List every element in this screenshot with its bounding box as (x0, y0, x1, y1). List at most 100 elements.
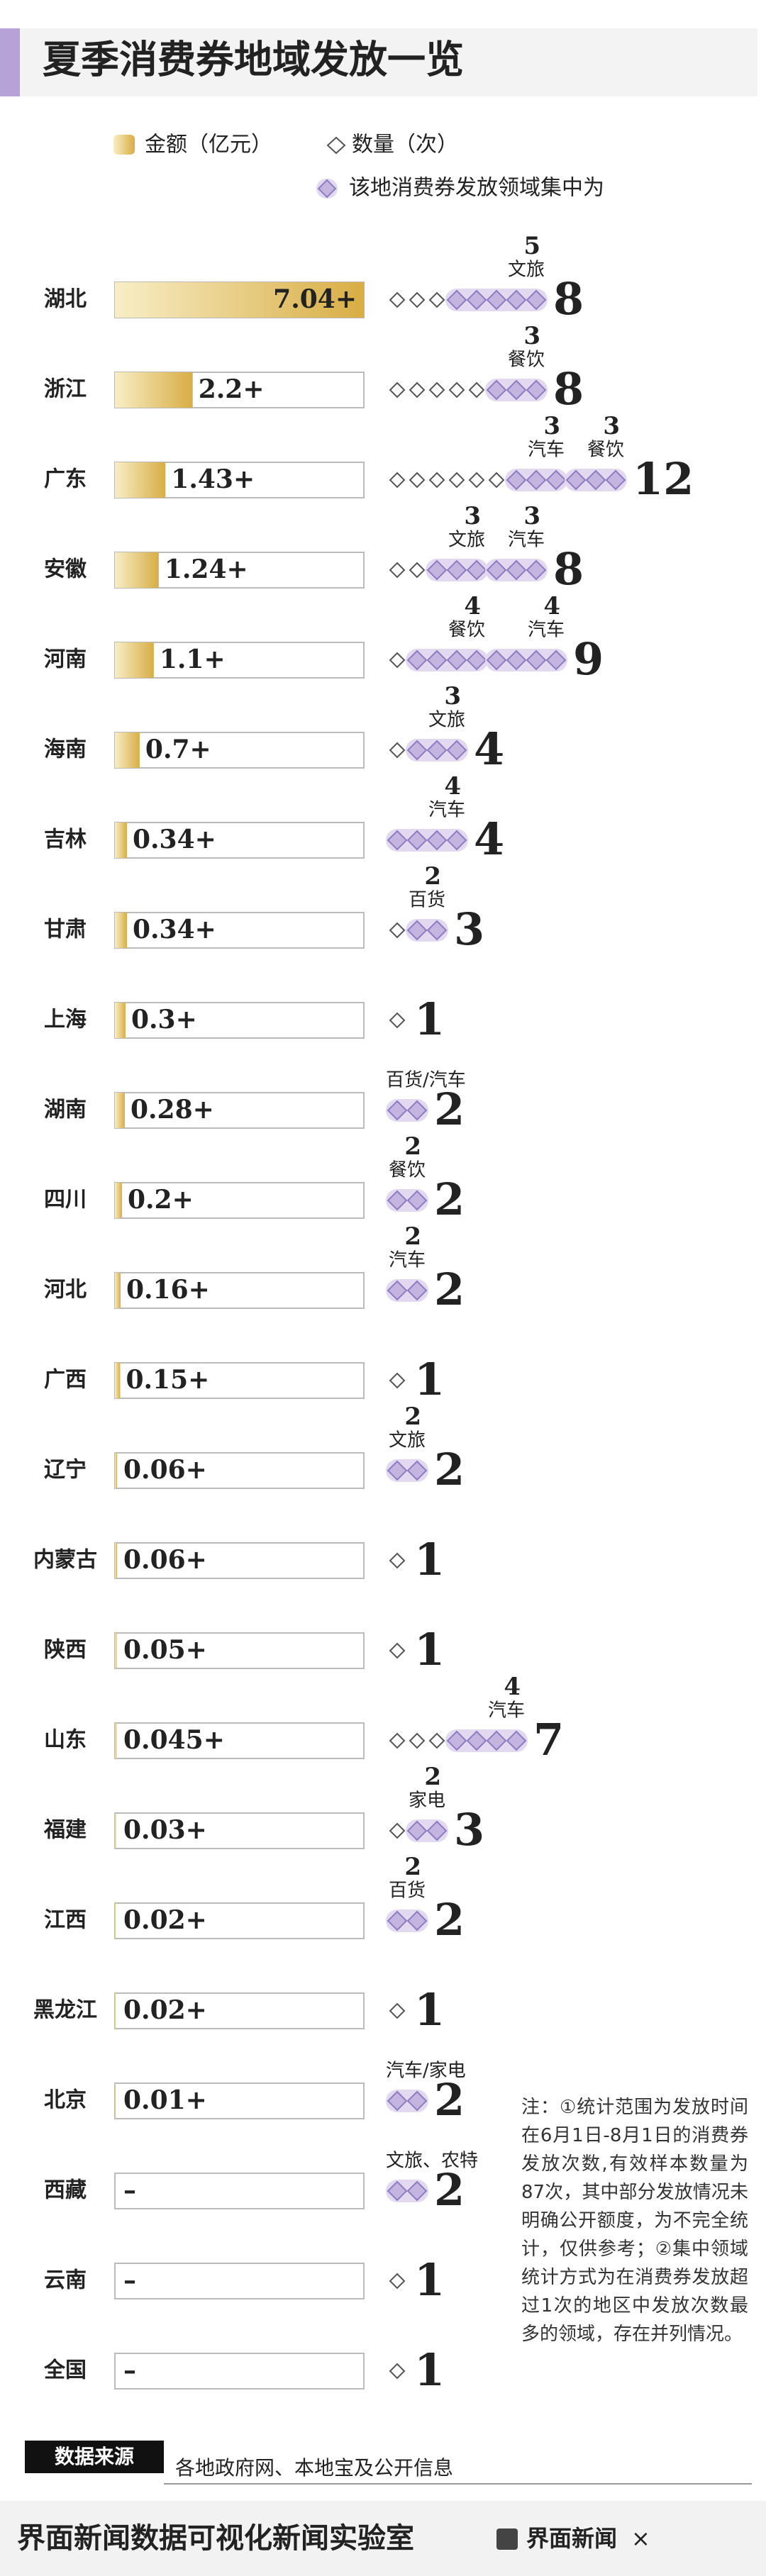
value-label: – (123, 2265, 136, 2295)
bar (115, 1723, 117, 1758)
diamond (389, 1822, 406, 1839)
focus-count: 3 (464, 502, 481, 530)
focus-diamond (406, 1190, 428, 1211)
diamond (409, 1732, 426, 1749)
category-label: 内蒙古 (33, 1548, 97, 1573)
value-label: 7.04+ (273, 284, 357, 314)
focus-group (445, 289, 548, 311)
category-label: 上海 (44, 1008, 87, 1032)
diamond (389, 2363, 406, 2380)
focus-label: 汽车 (389, 1250, 426, 1271)
category-label: 广西 (44, 1368, 87, 1393)
count-label: 4 (474, 723, 504, 775)
count-label: 8 (553, 273, 584, 325)
count-label: 1 (414, 2344, 445, 2396)
focus-count: 3 (444, 682, 461, 710)
focus-group (485, 379, 548, 401)
category-label: 陕西 (44, 1638, 87, 1663)
brand-icon (496, 2528, 518, 2550)
count-label: 2 (434, 1264, 465, 1315)
category-label: 西藏 (44, 2178, 87, 2203)
value-label: 0.34+ (133, 825, 216, 854)
footer-band (0, 2501, 766, 2576)
count-label: 8 (553, 363, 584, 415)
bar-frame (114, 732, 365, 769)
focus-diamond (406, 1910, 428, 1931)
legend-swatch (113, 135, 135, 155)
bar-frame (114, 2263, 365, 2299)
value-label: 0.03+ (123, 1815, 207, 1845)
diamond (389, 1732, 406, 1749)
category-label: 甘肃 (44, 918, 87, 942)
focus-diamond (387, 830, 408, 851)
bar-frame (114, 1542, 365, 1579)
diamond (409, 291, 426, 308)
count-label: 1 (414, 1354, 445, 1405)
value-label: – (123, 2175, 136, 2205)
diamond (389, 1012, 406, 1029)
count-diamonds (389, 2363, 406, 2380)
focus-diamond (426, 830, 448, 851)
source-box (25, 2441, 164, 2473)
focus-label: 文旅、农特 (386, 2151, 478, 2172)
focus-diamond (486, 559, 507, 581)
focus-diamond (526, 649, 547, 671)
bar (115, 1273, 121, 1308)
diamond (488, 472, 505, 489)
diamond (389, 562, 406, 579)
count-diamonds (386, 2180, 428, 2202)
focus-diamond (406, 1280, 428, 1301)
count-diamonds (389, 2002, 406, 2019)
diamond (409, 472, 426, 489)
focus-group (386, 829, 468, 852)
bar-frame (114, 1812, 365, 1849)
value-label: 0.34+ (133, 915, 216, 944)
diamond (468, 472, 485, 489)
count-diamonds (389, 1552, 406, 1569)
count-label: 2 (434, 1173, 465, 1225)
bar-frame (114, 2353, 365, 2390)
category-label: 河北 (44, 1278, 87, 1303)
note: 注：①统计范围为发放时间在6月1日-8月1日的消费券发放次数,有效样本数量为87… (521, 2097, 748, 2345)
focus-count: 2 (424, 1763, 441, 1791)
focus-group (406, 919, 448, 942)
focus-diamond (387, 1910, 408, 1931)
category-label: 吉林 (44, 827, 87, 852)
value-label: 2.2+ (199, 374, 265, 404)
value-label: 0.15+ (126, 1365, 209, 1395)
bar-frame (114, 1902, 365, 1939)
diamond (389, 2273, 406, 2290)
focus-diamond (466, 649, 487, 671)
count-diamonds (386, 1189, 428, 1212)
footer-cross: × (631, 2525, 650, 2552)
bar (115, 1093, 125, 1128)
focus-diamond (446, 740, 467, 761)
focus-label: 餐饮 (389, 1160, 426, 1181)
diamond (428, 472, 445, 489)
focus-diamond (426, 740, 448, 761)
focus-count: 4 (543, 592, 560, 620)
count-label: 12 (633, 453, 694, 505)
count-diamonds (386, 1909, 428, 1932)
count-label: 8 (553, 543, 584, 595)
diamond (448, 381, 465, 398)
source-text: 各地政府网、本地宝及公开信息 (175, 2456, 453, 2480)
focus-label: 汽车 (528, 620, 565, 641)
bar (115, 1363, 121, 1398)
title-band (20, 28, 757, 96)
focus-group (386, 1909, 428, 1932)
focus-diamond (426, 920, 448, 941)
diamond (389, 2002, 406, 2019)
bar-frame (114, 1092, 365, 1129)
count-label: 2 (434, 1444, 465, 1495)
diamond (389, 922, 406, 939)
focus-diamond (466, 1730, 487, 1751)
bar-frame (114, 642, 365, 679)
count-label: 1 (414, 1984, 445, 2036)
focus-group (386, 1459, 428, 1482)
focus-count: 2 (404, 1403, 421, 1431)
value-label: 0.045+ (123, 1725, 225, 1755)
focus-group (485, 649, 567, 671)
focus-diamond (406, 1460, 428, 1481)
